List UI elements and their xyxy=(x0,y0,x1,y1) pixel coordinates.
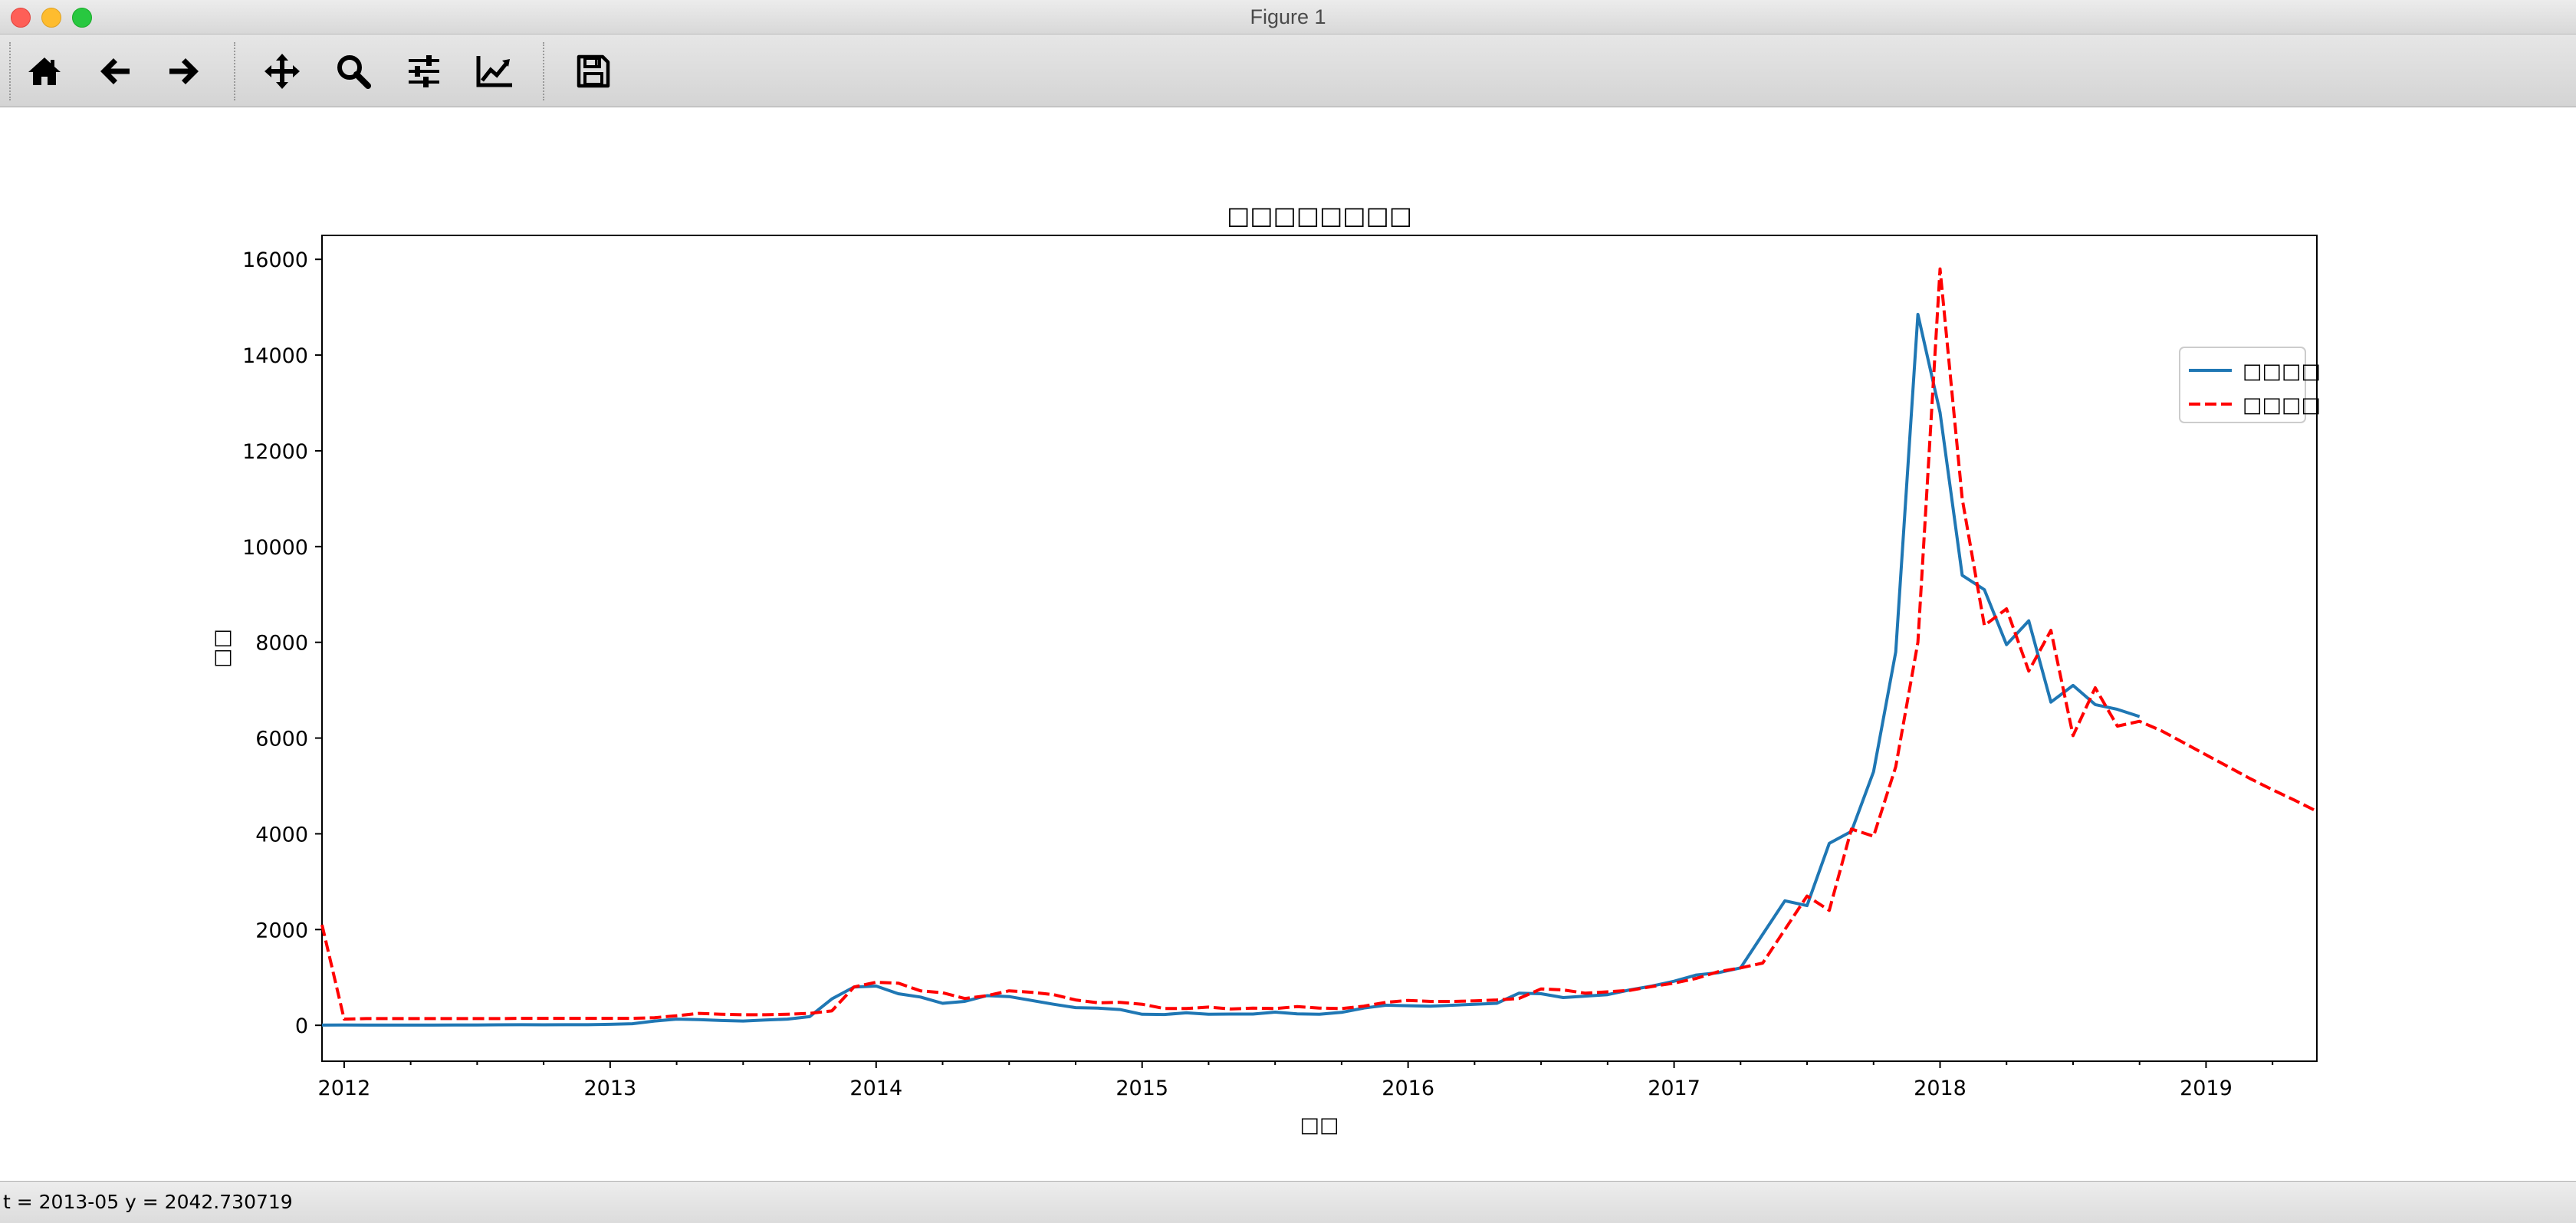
y-tick-label: 10000 xyxy=(242,536,308,560)
zoom-button[interactable] xyxy=(332,50,375,93)
forward-arrow-icon xyxy=(169,58,199,84)
x-tick-label: 2018 xyxy=(1914,1077,1967,1100)
minimize-window-button[interactable] xyxy=(41,8,61,28)
x-axis-label: □□ xyxy=(1300,1113,1339,1137)
edit-axes-icon xyxy=(476,56,512,87)
plot-canvas[interactable]: 0 2000 4000 6000 8000 10000 12000 14000 16000 20… xyxy=(0,107,2576,1181)
y-tick-label: 2000 xyxy=(255,919,308,942)
line-chart: 0 2000 4000 6000 8000 10000 12000 14000 16000 20… xyxy=(210,201,2321,1137)
y-tick-label: 6000 xyxy=(255,728,308,751)
y-tick-label: 8000 xyxy=(255,632,308,656)
close-window-button[interactable] xyxy=(11,8,31,28)
title-bar: Figure 1 xyxy=(0,0,2576,35)
y-tick-label: 14000 xyxy=(242,344,308,368)
home-icon xyxy=(28,58,61,85)
toolbar-separator xyxy=(234,42,235,100)
series-line-predicted xyxy=(320,267,2318,1021)
toolbar-separator xyxy=(9,42,11,100)
configure-subplots-button[interactable] xyxy=(402,50,445,93)
chart-title: □□□□□□□□ xyxy=(1227,201,1412,230)
x-tick-label: 2016 xyxy=(1382,1077,1434,1100)
y-tick-label: 12000 xyxy=(242,440,308,464)
x-tick-label: 2014 xyxy=(849,1077,902,1100)
toolbar-separator xyxy=(543,42,544,100)
x-tick-label: 2012 xyxy=(318,1077,371,1100)
x-tick-label: 2015 xyxy=(1116,1077,1168,1100)
axes-frame xyxy=(321,235,2318,1062)
forward-button[interactable] xyxy=(163,50,205,93)
y-tick-label: 16000 xyxy=(242,248,308,272)
configure-subplots-icon xyxy=(409,55,439,87)
save-icon xyxy=(577,54,610,88)
x-tick-label: 2013 xyxy=(583,1077,636,1100)
status-bar: t = 2013-05 y = 2042.730719 xyxy=(0,1181,2576,1223)
maximize-window-button[interactable] xyxy=(72,8,92,28)
legend-label: □□□□ xyxy=(2242,360,2321,383)
back-arrow-icon xyxy=(100,58,130,84)
edit-axes-button[interactable] xyxy=(473,50,516,93)
zoom-icon xyxy=(337,55,371,89)
series-line-actual xyxy=(321,313,2141,1027)
legend-label: □□□□ xyxy=(2242,393,2321,417)
cursor-coordinates: t = 2013-05 y = 2042.730719 xyxy=(3,1191,293,1213)
window-title: Figure 1 xyxy=(1250,5,1326,28)
save-button[interactable] xyxy=(572,50,615,93)
y-axis-label: □□ xyxy=(210,629,234,668)
pan-button[interactable] xyxy=(261,50,304,93)
back-button[interactable] xyxy=(94,50,136,93)
x-tick-label: 2017 xyxy=(1648,1077,1700,1100)
pan-icon xyxy=(264,54,300,89)
navigation-toolbar xyxy=(0,35,2576,107)
y-tick-label: 4000 xyxy=(255,823,308,847)
home-button[interactable] xyxy=(23,50,66,93)
x-tick-label: 2019 xyxy=(2180,1077,2233,1100)
y-tick-label: 0 xyxy=(295,1014,308,1038)
